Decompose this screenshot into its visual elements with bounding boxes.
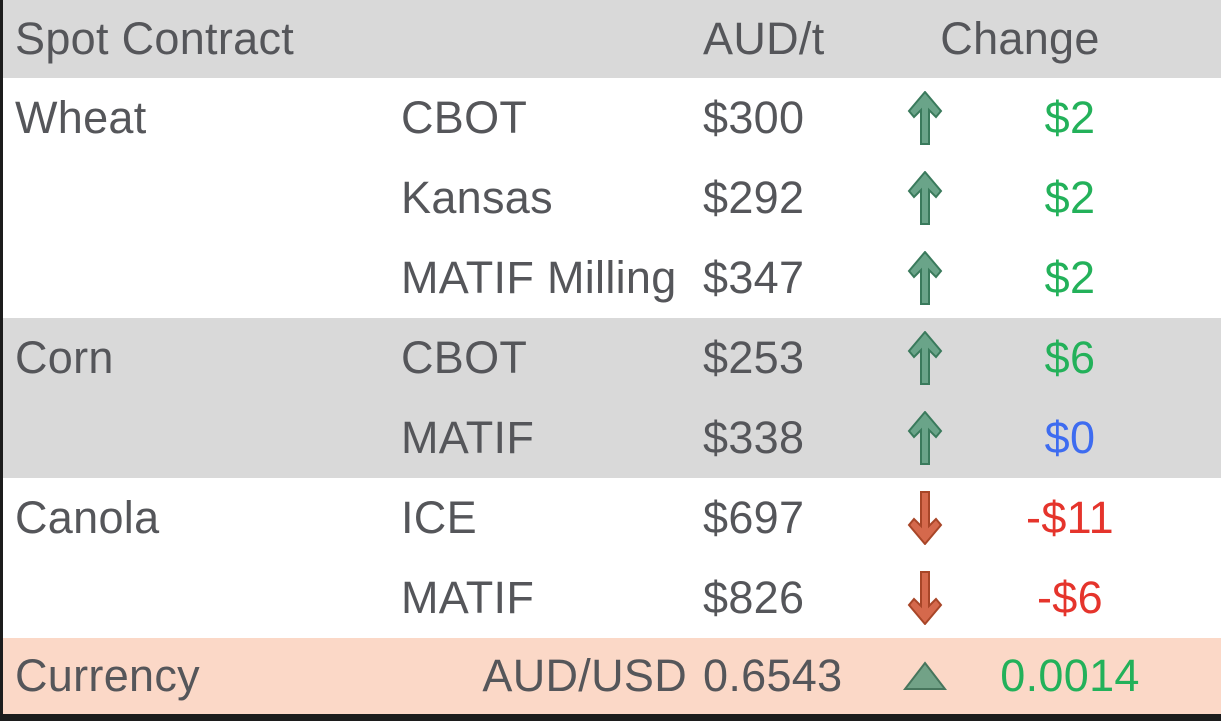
- header-spot-contract: Spot Contract: [15, 13, 295, 64]
- table-row: Canola ICE $697 -$11: [3, 478, 1221, 558]
- group-corn: Corn CBOT $253 $6 MATIF $338 $0: [3, 318, 1221, 478]
- down-arrow-icon: [907, 571, 943, 625]
- contract-label: MATIF: [401, 572, 535, 623]
- commodity-label: Canola: [15, 492, 160, 543]
- currency-pair-label: AUD/USD: [482, 650, 687, 701]
- currency-rate-value: 0.6543: [703, 650, 843, 701]
- table-row: MATIF $338 $0: [3, 398, 1221, 478]
- price-value: $300: [703, 92, 805, 143]
- up-arrow-icon: [907, 411, 943, 465]
- contract-label: MATIF: [401, 412, 535, 463]
- price-value: $826: [703, 572, 805, 623]
- price-value: $347: [703, 252, 805, 303]
- table-row: Wheat CBOT $300 $2: [3, 78, 1221, 158]
- currency-label: Currency: [15, 650, 200, 701]
- contract-label: MATIF Milling: [401, 252, 677, 303]
- up-arrow-icon: [907, 171, 943, 225]
- table-row: Kansas $292 $2: [3, 158, 1221, 238]
- up-arrow-icon: [907, 331, 943, 385]
- contract-label: ICE: [401, 492, 477, 543]
- change-value: $6: [1044, 332, 1096, 383]
- price-value: $697: [703, 492, 805, 543]
- change-value: $2: [1044, 92, 1096, 143]
- header-change: Change: [940, 13, 1100, 64]
- commodity-label: Wheat: [15, 92, 147, 143]
- change-value: $2: [1044, 252, 1096, 303]
- up-triangle-icon: [903, 661, 947, 690]
- price-value: $292: [703, 172, 805, 223]
- currency-row: Currency AUD/USD 0.6543 0.0014: [3, 638, 1221, 714]
- price-value: $253: [703, 332, 805, 383]
- group-wheat: Wheat CBOT $300 $2 Kansas $292 $2 MATIF …: [3, 78, 1221, 318]
- change-value: -$6: [1037, 572, 1103, 623]
- price-value: $338: [703, 412, 805, 463]
- down-arrow-icon: [907, 491, 943, 545]
- up-arrow-icon: [907, 91, 943, 145]
- table-row: Corn CBOT $253 $6: [3, 318, 1221, 398]
- change-value: $2: [1044, 172, 1096, 223]
- table-row: MATIF Milling $347 $2: [3, 238, 1221, 318]
- currency-change-value: 0.0014: [1000, 650, 1140, 701]
- change-value: -$11: [1026, 492, 1114, 543]
- contract-label: CBOT: [401, 332, 528, 383]
- table-header-row: Spot Contract AUD/t Change: [3, 0, 1221, 78]
- header-price: AUD/t: [703, 13, 825, 64]
- commodity-label: Corn: [15, 332, 114, 383]
- contract-label: Kansas: [401, 172, 553, 223]
- table-row: MATIF $826 -$6: [3, 558, 1221, 638]
- contract-label: CBOT: [401, 92, 528, 143]
- up-arrow-icon: [907, 251, 943, 305]
- change-value: $0: [1044, 412, 1096, 463]
- group-canola: Canola ICE $697 -$11 MATIF $826 -$6: [3, 478, 1221, 638]
